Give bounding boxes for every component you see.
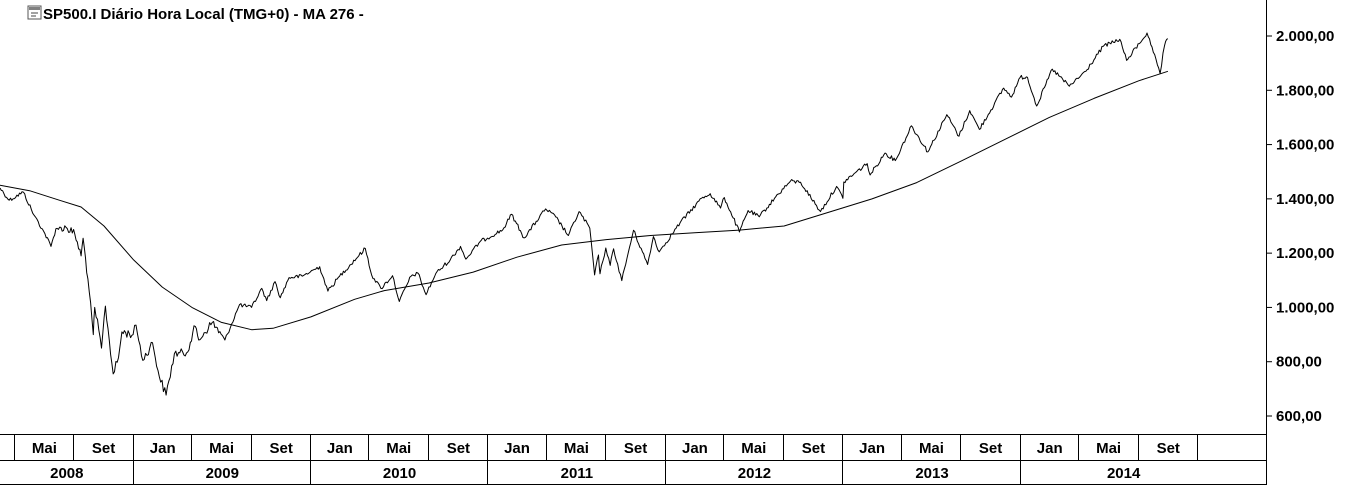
x-month-label: Mai — [386, 440, 411, 457]
y-tick-label: 2.000,00 — [1276, 28, 1334, 45]
x-year-label: 2012 — [738, 465, 771, 482]
x-month-label: Mai — [919, 440, 944, 457]
y-tick-label: 600,00 — [1276, 408, 1322, 425]
x-axis-months: Mai Set Jan Mai Set Jan Mai Set Jan Mai Set Jan Mai S… — [14, 434, 1198, 460]
x-month-label: Set — [447, 440, 470, 457]
y-tick-label: 1.400,00 — [1276, 191, 1334, 208]
x-year-label: 2013 — [915, 465, 948, 482]
x-year-label: 2010 — [383, 465, 416, 482]
x-month-label: Set — [624, 440, 647, 457]
x-month-label: Set — [802, 440, 825, 457]
x-month-label: Set — [92, 440, 115, 457]
x-year-label: 2009 — [206, 465, 239, 482]
x-year-label: 2011 — [561, 465, 594, 482]
moving-average-line — [0, 70, 1169, 331]
x-year-label: 2014 — [1107, 465, 1141, 482]
x-month-label: Set — [270, 440, 293, 457]
x-month-label: Jan — [504, 440, 530, 457]
x-month-label: Set — [1157, 440, 1180, 457]
x-month-label: Jan — [327, 440, 353, 457]
chart-title: SP500.I Diário Hora Local (TMG+0) - MA 2… — [43, 6, 364, 23]
x-month-label: Mai — [564, 440, 589, 457]
x-month-label: Jan — [150, 440, 176, 457]
x-month-label: Jan — [1037, 440, 1063, 457]
x-month-label: Mai — [209, 440, 234, 457]
chart-window-icon — [27, 5, 42, 20]
y-tick-label: 1.800,00 — [1276, 82, 1334, 99]
y-tick-label: 1.000,00 — [1276, 299, 1334, 316]
y-tick-label: 1.200,00 — [1276, 245, 1334, 262]
series-layer — [0, 32, 1169, 396]
x-year-label: 2008 — [50, 465, 83, 482]
chart-header: SP500.I Diário Hora Local (TMG+0) - MA 2… — [27, 5, 364, 23]
x-month-label: Set — [979, 440, 1002, 457]
x-month-label: Mai — [32, 440, 57, 457]
y-tick-label: 1.600,00 — [1276, 137, 1334, 154]
x-axis-years: 2008 2009 2010 2011 2012 2013 2014 — [50, 460, 1141, 485]
x-month-label: Mai — [741, 440, 766, 457]
x-month-label: Jan — [682, 440, 708, 457]
y-axis: 600,00 800,00 1.000,00 1.200,00 1.400,00 1.60… — [1266, 28, 1334, 425]
x-month-label: Jan — [859, 440, 885, 457]
y-tick-label: 800,00 — [1276, 354, 1322, 371]
price-series-line — [0, 32, 1169, 396]
x-month-label: Mai — [1096, 440, 1121, 457]
